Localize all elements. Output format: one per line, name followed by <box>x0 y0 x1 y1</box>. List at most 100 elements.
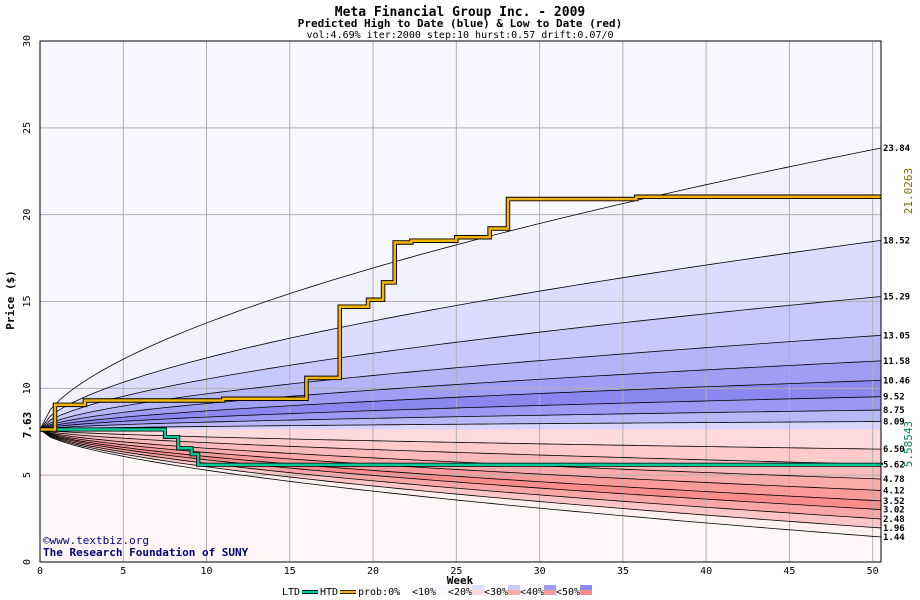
level-label: 15.29 <box>883 292 910 302</box>
percentile-line <box>39 239 882 430</box>
level-label: 1.96 <box>883 524 905 534</box>
start-price-label: 7.63 <box>21 412 34 439</box>
x-tick-label: 40 <box>700 566 712 577</box>
low-band <box>40 429 881 510</box>
legend-swatch-prob-low <box>580 590 592 595</box>
credit-line-1: ©www.textbiz.org <box>43 534 149 547</box>
y-axis-label: Price ($) <box>4 270 17 330</box>
y-tick-labels: 0 5 10 15 20 25 30 <box>22 35 33 565</box>
percentile-line <box>39 147 882 430</box>
legend-label-ltd: LTD <box>282 587 300 598</box>
legend: LTD HTD prob:0% <10% <20% <30% <40% <50% <box>282 585 592 598</box>
x-tick-label: 20 <box>367 566 379 577</box>
percentile-line <box>39 334 882 430</box>
low-band <box>40 429 881 501</box>
percentile-line <box>39 409 882 430</box>
chart-title: Meta Financial Group Inc. - 2009 <box>335 5 585 20</box>
percentile-line <box>39 429 882 491</box>
chart-subtitle: Predicted High to Date (blue) & Low to D… <box>298 17 623 30</box>
level-label: 1.44 <box>883 533 905 543</box>
percentile-line <box>39 429 882 502</box>
legend-label-prob: <20% <box>448 587 472 598</box>
legend-swatch-prob-low <box>400 590 412 595</box>
percentile-line <box>39 429 882 510</box>
x-tick-labels: 0 5 10 15 20 25 30 35 40 45 50 <box>37 566 879 577</box>
x-tick-label: 0 <box>37 566 43 577</box>
y-tick-label: 25 <box>22 122 33 134</box>
percentile-line <box>39 421 882 430</box>
level-label: 3.52 <box>883 497 905 507</box>
plot-frame <box>39 40 882 563</box>
series-layer <box>40 194 883 467</box>
high-band <box>40 421 881 430</box>
percentile-line <box>39 379 882 430</box>
legend-label-prob: <50% <box>556 587 580 598</box>
x-tick-label: 10 <box>201 566 213 577</box>
high-band <box>40 410 881 430</box>
y-tick-label: 20 <box>22 209 33 221</box>
legend-swatch-prob-low <box>472 590 484 595</box>
level-label: 23.84 <box>883 144 911 154</box>
level-label: 8.09 <box>883 418 905 428</box>
x-tick-label: 5 <box>120 566 126 577</box>
high-band <box>40 396 881 430</box>
high-band <box>40 147 881 430</box>
level-label: 4.78 <box>883 475 905 485</box>
level-label: 13.05 <box>883 331 910 341</box>
high-band <box>40 240 881 430</box>
y-tick-label: 10 <box>22 382 33 394</box>
legend-swatch-prob-high <box>580 585 592 590</box>
x-axis-label: Week <box>447 574 474 587</box>
percentile-line <box>39 429 882 538</box>
legend-label-prob: <40% <box>520 587 544 598</box>
credit-line-2: The Research Foundation of SUNY <box>43 546 249 559</box>
y-tick-label: 5 <box>22 472 33 478</box>
level-label: 10.46 <box>883 376 910 386</box>
ltd-line <box>40 428 883 466</box>
percentile-line <box>39 429 882 520</box>
level-label: 3.02 <box>883 506 905 516</box>
low-band <box>40 429 881 519</box>
high-band <box>40 296 881 430</box>
x-tick-label: 45 <box>783 566 795 577</box>
legend-swatch-prob-high <box>544 585 556 590</box>
percentile-line <box>39 360 882 430</box>
low-band <box>40 429 881 528</box>
high-band <box>40 380 881 430</box>
legend-swatch-prob-high <box>508 585 520 590</box>
high-band <box>40 360 881 430</box>
level-label: 11.58 <box>883 357 910 367</box>
legend-label-prob: <30% <box>484 587 508 598</box>
legend-swatch-prob-low <box>544 590 556 595</box>
legend-swatch-prob-high <box>400 585 412 590</box>
percentile-line <box>39 296 882 430</box>
legend-swatch-prob-high <box>472 585 484 590</box>
legend-swatch-prob-low <box>436 590 448 595</box>
y-tick-label: 30 <box>22 35 33 47</box>
low-band <box>40 429 881 450</box>
y-tick-label: 15 <box>22 295 33 307</box>
chart-params: vol:4.69% iter:2000 step:10 hurst:0.57 d… <box>306 30 613 41</box>
legend-swatch-prob-low <box>508 590 520 595</box>
percentile-line <box>39 396 882 430</box>
level-label: 2.48 <box>883 515 905 525</box>
outer-low-region <box>40 429 881 562</box>
percentile-line <box>39 429 882 529</box>
level-label: 6.50 <box>883 445 905 455</box>
x-tick-label: 50 <box>867 566 879 577</box>
legend-label-prob: prob:0% <box>358 587 400 598</box>
actual-high-label: 21.0263 <box>902 168 915 214</box>
legend-label-prob: <10% <box>412 587 436 598</box>
level-label: 4.12 <box>883 486 905 496</box>
x-tick-label: 35 <box>617 566 629 577</box>
actual-low-label: 5.58543 <box>902 421 915 467</box>
x-tick-label: 25 <box>450 566 462 577</box>
level-label: 8.75 <box>883 406 905 416</box>
percentile-lines <box>39 147 882 538</box>
level-labels: 23.84 18.52 15.29 13.05 11.58 10.46 9.52 8.75 8.… <box>883 144 911 543</box>
legend-swatch-prob-high <box>436 585 448 590</box>
low-band <box>40 429 881 537</box>
legend-label-htd: HTD <box>320 587 338 598</box>
level-label: 5.62 <box>883 460 905 470</box>
